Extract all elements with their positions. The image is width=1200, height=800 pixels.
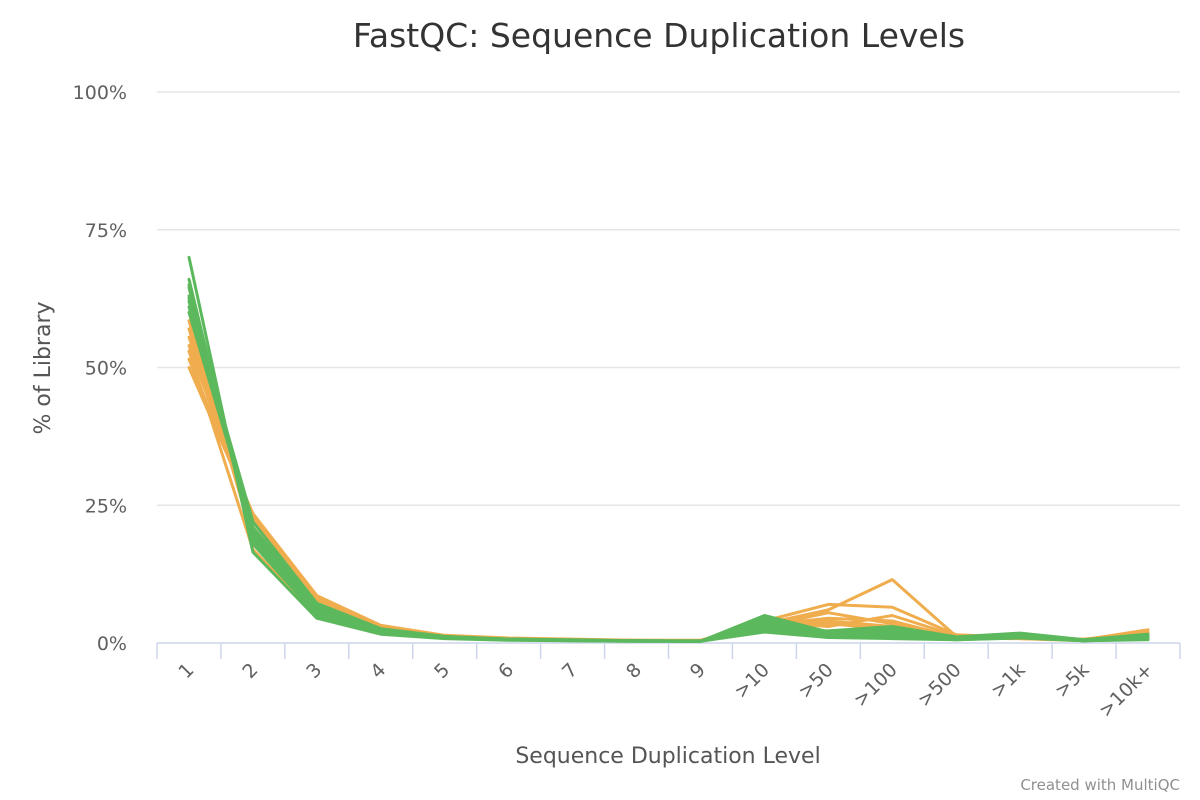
series-line-sample_warn_06[interactable]: sample_warn_06 bbox=[187, 319, 1150, 643]
series-line-sample_pass_03[interactable]: sample_pass_03 bbox=[187, 286, 1150, 643]
series-layer: sample_warn_01sample_warn_02sample_warn_… bbox=[187, 255, 1150, 643]
series-line-sample_warn_07[interactable]: sample_warn_07 bbox=[187, 349, 1150, 643]
x-axis-label: Sequence Duplication Level bbox=[515, 744, 820, 769]
series-line-sample_warn_03[interactable]: sample_warn_03 bbox=[187, 344, 1150, 643]
series-line-sample_pass_04[interactable]: sample_pass_04 bbox=[187, 294, 1150, 643]
x-tick-label: >5k bbox=[1050, 659, 1093, 702]
y-tick-label: 100% bbox=[73, 82, 127, 104]
series-line-sample_warn_01[interactable]: sample_warn_01 bbox=[187, 366, 1150, 642]
x-tick-label: 5 bbox=[430, 659, 454, 683]
series-line-sample_pass_08[interactable]: sample_pass_08 bbox=[187, 283, 1150, 643]
series-line-sample_pass_01[interactable]: sample_pass_01 bbox=[187, 255, 1150, 643]
series-line-sample_warn_02[interactable]: sample_warn_02 bbox=[187, 357, 1150, 643]
series-line-sample_pass_07[interactable]: sample_pass_07 bbox=[187, 310, 1150, 643]
series-line-sample_warn_04[interactable]: sample_warn_04 bbox=[187, 335, 1150, 643]
chart-title: FastQC: Sequence Duplication Levels bbox=[353, 16, 965, 55]
series-line-sample_pass_02[interactable]: sample_pass_02 bbox=[187, 277, 1150, 643]
x-tick-label: 6 bbox=[494, 659, 518, 683]
y-axis-label: % of Library bbox=[31, 301, 56, 434]
y-tick-label: 75% bbox=[85, 220, 127, 242]
y-tick-label: 0% bbox=[97, 633, 127, 655]
grid-layer bbox=[157, 91, 1180, 506]
x-tick-label: >500 bbox=[913, 659, 965, 711]
x-tick-label: >100 bbox=[849, 659, 901, 711]
x-tick-label: >10 bbox=[730, 659, 774, 703]
x-tick-label: 7 bbox=[558, 659, 582, 683]
x-tick-label: 2 bbox=[238, 659, 262, 683]
x-tick-label: 1 bbox=[174, 659, 198, 683]
series-line-sample_pass_06[interactable]: sample_pass_06 bbox=[187, 305, 1150, 643]
y-tick-label: 25% bbox=[85, 495, 127, 517]
x-axis: 1 2 3 4 5 6 7 8 9 >10 >50 >100 >500 >1k >5k >10k+ bbox=[156, 642, 1181, 722]
series-line-sample_pass_09[interactable]: sample_pass_09 bbox=[187, 297, 1150, 643]
x-tick-label: 3 bbox=[302, 659, 326, 683]
x-tick-label: >50 bbox=[794, 659, 838, 703]
series-line-sample_pass_05[interactable]: sample_pass_05 bbox=[187, 299, 1150, 643]
credit-text[interactable]: Created with MultiQC bbox=[1020, 776, 1180, 794]
x-tick-label: >1k bbox=[987, 659, 1030, 702]
x-tick-label: 4 bbox=[366, 659, 390, 683]
x-tick-label: 8 bbox=[622, 659, 646, 683]
y-axis-ticks: 0% 25% 50% 75% 100% bbox=[73, 82, 127, 655]
series-line-sample_warn_05[interactable]: sample_warn_05 bbox=[187, 327, 1150, 643]
x-tick-label: >10k+ bbox=[1095, 659, 1158, 722]
x-tick-label: 9 bbox=[686, 659, 710, 683]
y-tick-label: 50% bbox=[85, 358, 127, 380]
